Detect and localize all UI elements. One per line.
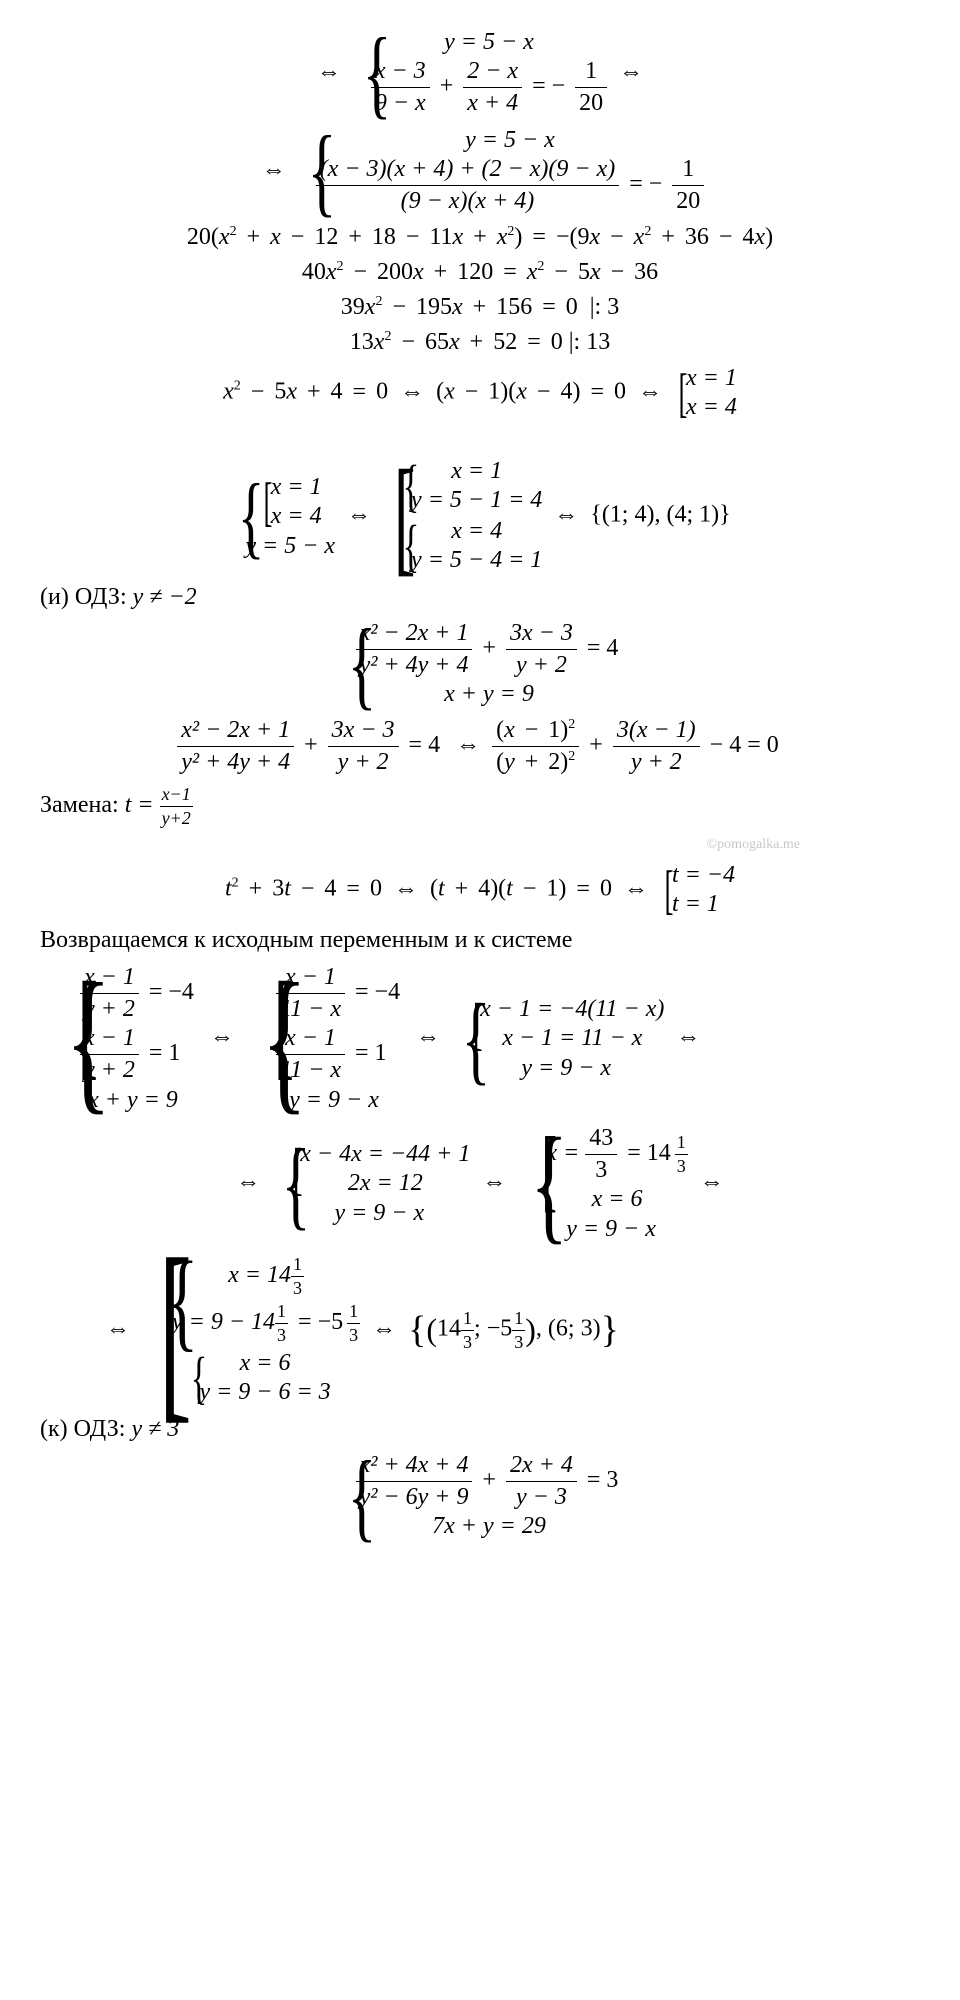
bracket-icon bbox=[674, 364, 686, 422]
eq-line: 13x2 − 65x + 52 = 0 |: 13 bbox=[40, 329, 920, 356]
bracket-block: x = 1 x = 4 bbox=[674, 364, 737, 422]
row: (x − 3)(x + 4) + (2 − x)(9 − x)(9 − x)(x… bbox=[316, 155, 705, 216]
brace-icon bbox=[156, 1253, 172, 1347]
eq-line: 39x2 − 195x + 156 = 0 |: 3 bbox=[40, 294, 920, 321]
brace-icon bbox=[272, 1139, 288, 1228]
bracket-icon bbox=[142, 1252, 156, 1408]
brace-icon bbox=[229, 472, 245, 561]
frac: 120 bbox=[575, 58, 607, 117]
bracket-icon bbox=[383, 456, 397, 576]
eq-line: 20(x2 + x − 12 + 18 − 11x + x2) = −(9x −… bbox=[40, 224, 920, 251]
system-0: ⇔ y = 5 − x x − 39 − x + 2 − xx + 4 = − … bbox=[40, 28, 920, 118]
watermark: ©pomogalka.me bbox=[40, 837, 920, 853]
system-1: ⇔ y = 5 − x (x − 3)(x + 4) + (2 − x)(9 −… bbox=[40, 126, 920, 216]
iff: ⇔ bbox=[311, 59, 347, 85]
brace-icon bbox=[185, 1349, 199, 1407]
eq-line: 40x2 − 200x + 120 = x2 − 5x − 36 bbox=[40, 259, 920, 286]
system-solutions: x = 1 x = 4 y = 5 − x ⇔ x = 1 y = 5 − 1 … bbox=[40, 456, 920, 576]
chain-3: ⇔ x = 1413 y = 9 − 1413 = −513 bbox=[40, 1252, 920, 1408]
brace-icon bbox=[246, 962, 264, 1115]
brace-icon bbox=[298, 126, 316, 216]
bracket-icon bbox=[259, 473, 271, 531]
row: x − 39 − x + 2 − xx + 4 = − 120 bbox=[371, 57, 607, 118]
substitution: Замена: t = x−1y+2 bbox=[40, 784, 920, 829]
solution-set: {(1; 4), (4; 1)} bbox=[590, 502, 730, 528]
system-6: x² + 4x + 4y² − 6y + 9 + 2x + 4y − 3 = 3… bbox=[40, 1451, 920, 1541]
brace-icon bbox=[338, 1451, 356, 1541]
bracket-icon bbox=[534, 1124, 546, 1214]
bracket-icon bbox=[468, 995, 480, 1053]
row: x = 4 bbox=[686, 393, 737, 422]
eq-line: x² − 2x + 1y² + 4y + 4 + 3x − 3y + 2 = 4… bbox=[40, 717, 920, 776]
chain-1: x − 1y + 2 = −4 x − 1y + 2 = 1 x + y = 9… bbox=[40, 962, 920, 1115]
system-2: x² − 2x + 1y² + 4y + 4 + 3x − 3y + 2 = 4… bbox=[40, 619, 920, 709]
text-line: Возвращаемся к исходным переменным и к с… bbox=[40, 927, 920, 954]
part-i-header: (и) ОДЗ: y ≠ −2 bbox=[40, 584, 920, 611]
brace-icon bbox=[353, 28, 371, 118]
brace-block: y = 5 − x (x − 3)(x + 4) + (2 − x)(9 − x… bbox=[298, 126, 705, 216]
brace-icon bbox=[452, 994, 468, 1083]
brace-block: y = 5 − x x − 39 − x + 2 − xx + 4 = − 12… bbox=[353, 28, 607, 118]
frac: (x − 3)(x + 4) + (2 − x)(9 − x)(9 − x)(x… bbox=[316, 156, 620, 215]
row: y = 5 − x bbox=[316, 126, 705, 155]
iff: ⇔ bbox=[256, 157, 292, 183]
bracket-icon bbox=[660, 861, 672, 919]
eq-line: t2 + 3t − 4 = 0 ⇔ (t + 4)(t − 1) = 0 ⇔ t… bbox=[40, 861, 920, 919]
bracket-icon bbox=[264, 963, 276, 1085]
frac: 120 bbox=[672, 156, 704, 215]
bracket-icon bbox=[288, 1140, 300, 1198]
brace-icon bbox=[397, 457, 411, 515]
brace-icon bbox=[50, 962, 68, 1115]
bracket-block: x = 1 y = 5 − 1 = 4 x = 4 y = 5 − 4 = 1 bbox=[383, 456, 542, 576]
brace-block: x = 1 x = 4 y = 5 − x bbox=[229, 472, 335, 561]
spacer bbox=[40, 430, 920, 448]
brace-content: y = 5 − x (x − 3)(x + 4) + (2 − x)(9 − x… bbox=[316, 126, 705, 216]
frac: 2 − xx + 4 bbox=[463, 58, 522, 117]
brace-icon bbox=[518, 1123, 534, 1244]
bracket-icon bbox=[68, 963, 80, 1085]
brace-icon bbox=[397, 517, 411, 575]
brace-icon bbox=[338, 619, 356, 709]
eq-line: x2 − 5x + 4 = 0 ⇔ (x − 1)(x − 4) = 0 ⇔ x… bbox=[40, 364, 920, 422]
brace-content: y = 5 − x x − 39 − x + 2 − xx + 4 = − 12… bbox=[371, 28, 607, 118]
row: y = 5 − x bbox=[371, 28, 607, 57]
iff: ⇔ bbox=[613, 59, 649, 85]
row: x = 1 bbox=[686, 364, 737, 393]
